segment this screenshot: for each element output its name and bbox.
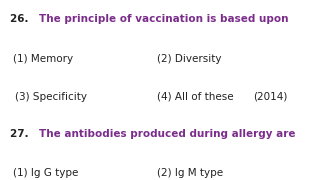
Text: (3) Specificity: (3) Specificity — [15, 92, 87, 102]
Text: (2014): (2014) — [253, 92, 287, 102]
Text: (1) Memory: (1) Memory — [13, 54, 73, 64]
Text: The antibodies produced during allergy are: The antibodies produced during allergy a… — [39, 129, 296, 139]
Text: (1) Ig G type: (1) Ig G type — [13, 168, 78, 178]
Text: 27.: 27. — [10, 129, 32, 139]
Text: (2) Ig M type: (2) Ig M type — [157, 168, 223, 178]
Text: 26.: 26. — [10, 14, 32, 24]
Text: (4) All of these: (4) All of these — [157, 92, 233, 102]
Text: The principle of vaccination is based upon: The principle of vaccination is based up… — [39, 14, 289, 24]
Text: (2) Diversity: (2) Diversity — [157, 54, 221, 64]
